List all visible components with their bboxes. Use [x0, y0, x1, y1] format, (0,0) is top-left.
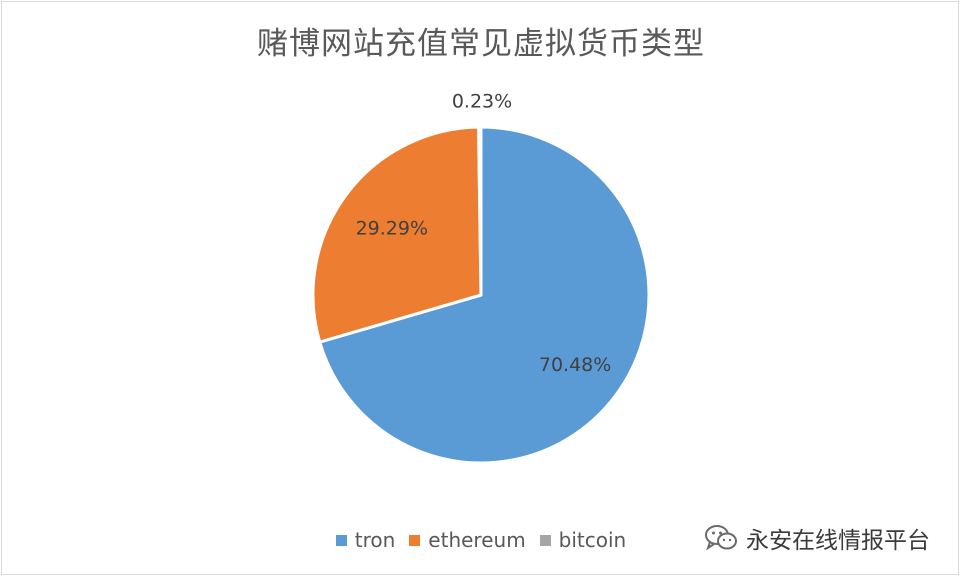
pie-slice-bitcoin — [477, 125, 483, 297]
legend-swatch-bitcoin — [539, 534, 551, 546]
legend-item-bitcoin: bitcoin — [539, 528, 627, 552]
pie-data-labels: 70.48% 29.29% 0.23% — [356, 91, 612, 377]
pie-slices — [311, 125, 651, 465]
data-label-bitcoin: 0.23% — [452, 91, 512, 113]
legend-swatch-ethereum — [409, 534, 421, 546]
watermark: 永安在线情报平台 — [704, 521, 930, 555]
pie-slice-tron — [318, 125, 651, 465]
legend-swatch-tron — [335, 534, 347, 546]
chart-legend: tron ethereum bitcoin — [0, 527, 962, 553]
wechat-icon — [705, 525, 737, 551]
pie-slice-ethereum — [311, 125, 483, 344]
legend-label-tron: tron — [354, 528, 396, 552]
legend-item-tron: tron — [335, 528, 396, 552]
watermark-text: 永安在线情报平台 — [746, 528, 930, 554]
chart-title: 赌博网站充值常见虚拟货币类型 — [257, 26, 705, 62]
legend-item-ethereum: ethereum — [409, 528, 526, 552]
legend-label-ethereum: ethereum — [428, 528, 526, 552]
data-label-ethereum: 29.29% — [356, 218, 428, 240]
data-label-tron: 70.48% — [539, 354, 611, 376]
legend-label-bitcoin: bitcoin — [558, 528, 627, 552]
